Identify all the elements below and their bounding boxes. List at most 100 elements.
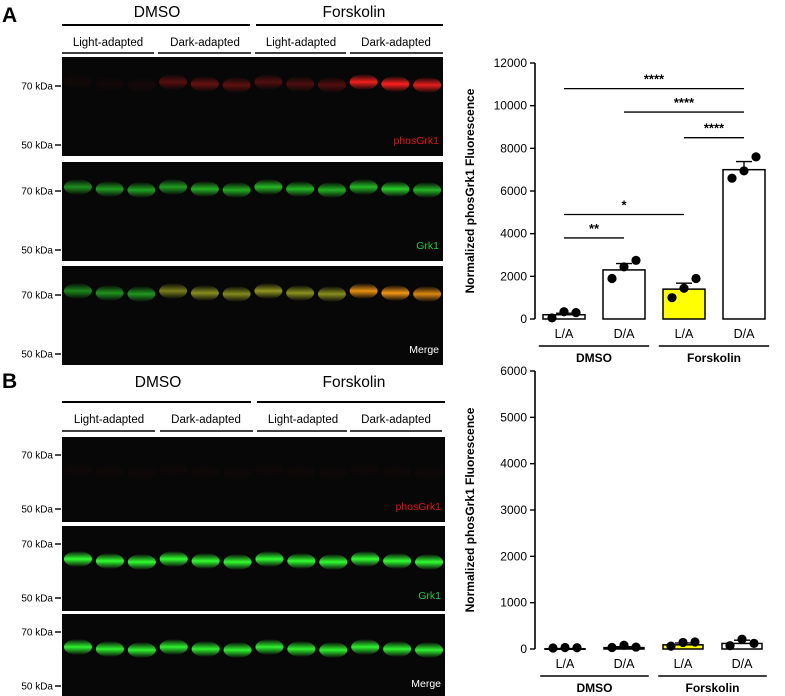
data-point [571, 308, 581, 318]
data-point [548, 643, 558, 653]
y-tick-label: 2000 [500, 269, 527, 283]
blot-band [222, 286, 251, 302]
blot-band [254, 179, 283, 195]
marker-50kda-label: 50 kDa [21, 141, 53, 152]
blot-band [287, 553, 316, 569]
blot-band [159, 179, 188, 195]
blot-band [319, 554, 348, 570]
y-tick-label: 4000 [500, 227, 527, 241]
data-point [619, 262, 629, 272]
blot-channel-label-merge: Merge [411, 678, 441, 690]
blot-band [190, 181, 219, 197]
blot-band [319, 642, 348, 658]
blot-red-background [62, 437, 445, 522]
blot-band [159, 74, 188, 90]
data-point [751, 152, 761, 162]
y-tick-label: 10000 [494, 99, 528, 113]
blot-band [319, 465, 347, 481]
blot-band [127, 77, 156, 93]
category-label: D/A [732, 657, 754, 671]
marker-50kda-label: 50 kDa [21, 505, 53, 516]
significance-label: ** [589, 221, 600, 236]
data-point [749, 638, 759, 648]
y-tick-label: 6000 [500, 364, 527, 378]
marker-70kda-label: 70 kDa [21, 451, 53, 462]
blot-merge-background [62, 266, 443, 365]
blot-band [349, 74, 378, 90]
marker-70kda-label: 70 kDa [21, 628, 53, 639]
blot-band [127, 182, 156, 198]
group-header-forskolin: Forskolin [323, 374, 386, 391]
blot-band [414, 642, 444, 658]
category-label: L/A [674, 657, 693, 671]
y-tick-label: 5000 [500, 410, 527, 424]
blot-band [317, 77, 346, 93]
category-label: D/A [614, 657, 636, 671]
blot-band [286, 76, 315, 92]
blot-band [287, 464, 315, 480]
data-point [690, 637, 700, 647]
blot-band [127, 554, 156, 570]
blot-band [351, 639, 380, 655]
blot-band [95, 285, 124, 301]
data-point [547, 313, 557, 323]
blot-band [254, 74, 283, 90]
condition-dark-adapted: Dark-adapted [361, 414, 431, 426]
blot-band [383, 641, 412, 657]
marker-50kda-label: 50 kDa [21, 594, 53, 605]
blot-channel-label-green: Grk1 [416, 240, 439, 252]
blot-band [63, 551, 93, 567]
data-point [737, 634, 747, 644]
blot-band [381, 181, 410, 197]
condition-light-adapted: Light-adapted [268, 414, 338, 426]
marker-70kda-label: 70 kDa [21, 291, 53, 302]
data-point [691, 273, 701, 284]
blot-band [223, 554, 252, 570]
condition-light-adapted: Light-adapted [73, 37, 143, 49]
blot-band [191, 641, 220, 657]
significance-label: * [621, 197, 627, 212]
blot-channel-label-red: phosGrk1 [393, 135, 439, 147]
blot-band [127, 286, 156, 302]
marker-50kda-label: 50 kDa [21, 350, 53, 361]
blot-band [159, 639, 188, 655]
panel-b-blots: 70 kDa 50 kDa phosGrk1 70 kDa 50 kDa Grk1 70 k… [21, 437, 445, 696]
blot-green-background [62, 526, 445, 611]
blot-band [413, 77, 442, 93]
significance-label: **** [674, 95, 695, 110]
y-tick-label: 3000 [500, 503, 527, 517]
blot-band [190, 76, 219, 92]
data-point [727, 173, 737, 183]
blot-band [95, 553, 124, 569]
group-label: Forskolin [687, 351, 741, 365]
blot-band [159, 283, 188, 299]
category-label: L/A [555, 327, 574, 341]
y-axis-label: Normalized phosGrk1 Fluorescence [463, 88, 477, 293]
data-point [559, 307, 569, 317]
y-tick-label: 0 [520, 312, 527, 326]
blot-band [192, 464, 220, 480]
y-tick-label: 4000 [500, 457, 527, 471]
blot-band [191, 553, 220, 569]
blot-band [351, 462, 379, 478]
blot-band [95, 181, 124, 197]
blot-band [381, 76, 410, 92]
category-label: L/A [675, 327, 694, 341]
blot-band [413, 182, 442, 198]
data-point [667, 293, 677, 303]
data-point [631, 642, 641, 652]
blot-band [383, 553, 412, 569]
marker-50kda-label: 50 kDa [21, 682, 53, 693]
blot-band [317, 286, 346, 302]
group-header-dmso: DMSO [135, 374, 182, 391]
blot-channel-label-green: Grk1 [418, 590, 441, 602]
blot-band [415, 465, 443, 481]
condition-dark-adapted: Dark-adapted [171, 414, 241, 426]
marker-70kda-label: 70 kDa [21, 187, 53, 198]
y-tick-label: 8000 [500, 141, 527, 155]
group-header-forskolin: Forskolin [323, 4, 386, 21]
panel-b-letter: B [2, 370, 17, 393]
significance-label: **** [644, 72, 665, 87]
blot-band [63, 179, 92, 195]
blot-band [286, 285, 315, 301]
